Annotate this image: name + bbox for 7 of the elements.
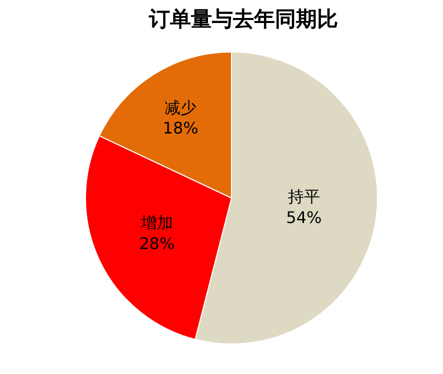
slice-label: 减少 [164, 98, 197, 117]
slice-label: 持平 [288, 187, 320, 206]
chart-title: 订单量与去年同期比 [148, 6, 338, 31]
slice-label: 增加 [140, 213, 173, 232]
data-label: 54% [286, 208, 322, 228]
data-label: 28% [139, 234, 175, 254]
data-label: 18% [162, 118, 198, 138]
